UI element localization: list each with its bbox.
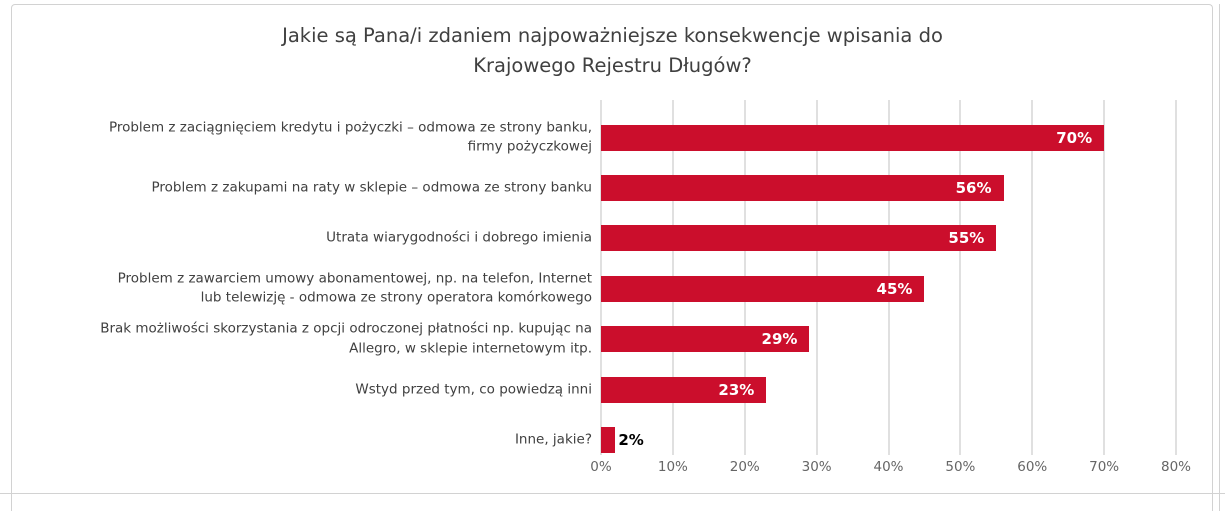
category-label: Wstyd przed tym, co powiedzą inni — [355, 380, 592, 397]
bar-value-label: 2% — [618, 430, 644, 449]
gridline — [959, 100, 962, 455]
bar-value-label: 70% — [1056, 128, 1093, 147]
bar-value-label: 29% — [761, 330, 798, 349]
x-tick-label: 70% — [1089, 459, 1120, 475]
category-label: Problem z zawarciem umowy abonamentowej,… — [117, 270, 592, 306]
x-tick-label: 20% — [729, 459, 760, 475]
bar-value-label: 55% — [948, 229, 985, 248]
bar — [601, 376, 767, 403]
bar — [601, 426, 616, 453]
gridline — [1103, 100, 1106, 455]
chart-frame-right-border — [1219, 4, 1220, 511]
x-tick-label: 0% — [590, 459, 612, 475]
gridline — [1031, 100, 1034, 455]
bar — [601, 275, 925, 302]
bar — [601, 124, 1105, 151]
bar-value-label: 56% — [955, 178, 992, 197]
bar — [601, 174, 1004, 201]
category-label: Brak możliwości skorzystania z opcji odr… — [100, 320, 592, 357]
x-tick-label: 30% — [801, 459, 832, 475]
gridline — [1175, 100, 1177, 455]
x-tick-label: 50% — [945, 459, 976, 475]
x-tick-label: 80% — [1160, 459, 1191, 475]
bar — [601, 225, 997, 252]
bar — [601, 326, 810, 353]
x-tick-label: 60% — [1017, 459, 1048, 475]
category-label: Inne, jakie? — [514, 431, 592, 448]
category-label: Problem z zakupami na raty w sklepie – o… — [151, 179, 593, 196]
category-label: Problem z zaciągnięciem kredytu i pożycz… — [108, 119, 592, 155]
bar-value-label: 23% — [718, 380, 755, 399]
category-label: Utrata wiarygodności i dobrego imienia — [326, 229, 592, 246]
chart-frame-border — [11, 4, 1213, 511]
chart-frame-bottom-border — [0, 493, 1225, 494]
x-tick-label: 10% — [657, 459, 688, 475]
chart-title: Jakie są Pana/i zdaniem najpoważniejsze … — [282, 24, 943, 77]
bar-value-label: 45% — [876, 279, 913, 298]
x-tick-label: 40% — [873, 459, 904, 475]
